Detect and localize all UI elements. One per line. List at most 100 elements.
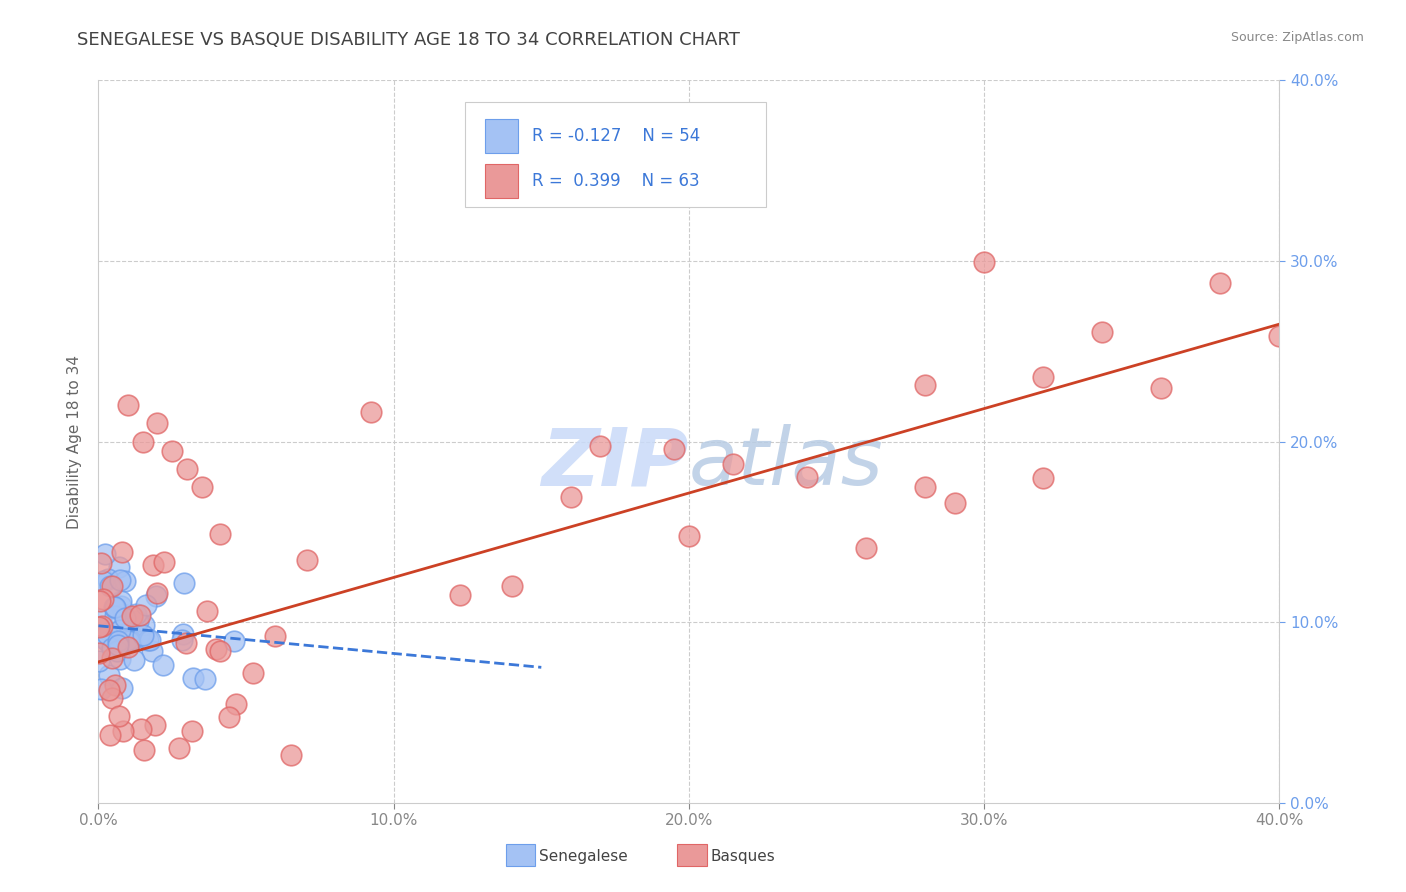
Point xyxy=(146,417,169,431)
Point xyxy=(114,615,136,630)
Point xyxy=(131,723,153,737)
Point xyxy=(209,527,232,541)
Point xyxy=(943,496,966,510)
Point xyxy=(222,634,245,648)
Point xyxy=(176,635,198,649)
Point xyxy=(142,558,165,572)
Point xyxy=(242,666,264,681)
Point xyxy=(110,599,132,613)
Point xyxy=(914,480,936,494)
Point xyxy=(1091,325,1114,339)
Point xyxy=(121,609,143,624)
Point xyxy=(181,723,204,738)
Point xyxy=(90,682,112,697)
Point xyxy=(110,594,132,608)
Point xyxy=(145,589,167,603)
Point xyxy=(360,405,382,419)
Point xyxy=(1150,380,1173,394)
Point xyxy=(135,598,157,612)
Point xyxy=(91,591,114,606)
Point xyxy=(89,654,111,668)
Point xyxy=(194,672,217,686)
Point xyxy=(205,641,228,656)
Point xyxy=(560,491,582,505)
Point xyxy=(139,633,162,648)
Point xyxy=(295,552,318,566)
Point xyxy=(94,548,117,562)
Bar xyxy=(678,844,707,865)
Text: Senegalese: Senegalese xyxy=(538,849,627,864)
Point xyxy=(98,682,121,697)
Bar xyxy=(485,163,517,198)
Point xyxy=(105,644,128,658)
Point xyxy=(973,255,995,269)
Point xyxy=(117,633,139,648)
Point xyxy=(449,589,471,603)
Point xyxy=(111,545,134,559)
Point xyxy=(152,658,174,673)
Point xyxy=(664,442,686,457)
Point xyxy=(128,607,150,622)
Point xyxy=(100,651,122,665)
Text: R =  0.399    N = 63: R = 0.399 N = 63 xyxy=(531,172,700,190)
Point xyxy=(146,586,169,600)
Point xyxy=(112,627,135,641)
Point xyxy=(96,627,118,641)
Point xyxy=(114,611,136,625)
Point xyxy=(218,710,240,724)
Point xyxy=(264,629,287,643)
Text: ZIP: ZIP xyxy=(541,425,689,502)
Point xyxy=(191,480,214,494)
Point xyxy=(107,633,129,648)
Point xyxy=(108,573,131,587)
Point xyxy=(280,747,302,762)
Text: atlas: atlas xyxy=(689,425,884,502)
Point xyxy=(1209,276,1232,290)
Point xyxy=(589,439,612,453)
Point xyxy=(90,631,112,645)
Point xyxy=(136,633,159,648)
Point xyxy=(723,457,745,471)
Point xyxy=(225,698,247,712)
Point xyxy=(111,681,134,695)
Point xyxy=(90,611,112,625)
Bar xyxy=(485,119,517,153)
Point xyxy=(1268,329,1291,343)
Point xyxy=(914,378,936,392)
Point xyxy=(132,628,155,642)
Point xyxy=(117,640,139,654)
Text: SENEGALESE VS BASQUE DISABILITY AGE 18 TO 34 CORRELATION CHART: SENEGALESE VS BASQUE DISABILITY AGE 18 T… xyxy=(77,31,740,49)
Point xyxy=(195,604,218,618)
Point xyxy=(103,600,125,615)
Point xyxy=(98,668,121,682)
Point xyxy=(100,640,122,655)
Point xyxy=(104,634,127,648)
Text: Source: ZipAtlas.com: Source: ZipAtlas.com xyxy=(1230,31,1364,45)
Point xyxy=(132,434,155,449)
Bar xyxy=(506,844,536,865)
Point xyxy=(796,470,818,484)
Point xyxy=(855,541,877,555)
Point xyxy=(103,608,125,623)
Point xyxy=(108,709,131,723)
Point xyxy=(108,560,131,574)
Text: R = -0.127    N = 54: R = -0.127 N = 54 xyxy=(531,127,700,145)
Point xyxy=(501,579,523,593)
Point xyxy=(98,579,121,593)
Point xyxy=(172,632,194,647)
Point xyxy=(172,627,194,641)
Point xyxy=(115,632,138,647)
Point xyxy=(153,555,176,569)
Point xyxy=(127,614,149,628)
Point xyxy=(104,600,127,615)
Point xyxy=(90,618,112,632)
Point xyxy=(100,728,122,742)
Point xyxy=(108,651,131,665)
FancyBboxPatch shape xyxy=(464,102,766,207)
Point xyxy=(89,594,111,608)
Y-axis label: Disability Age 18 to 34: Disability Age 18 to 34 xyxy=(67,354,83,529)
Point xyxy=(176,461,198,475)
Point xyxy=(117,398,139,412)
Point xyxy=(132,743,155,757)
Point xyxy=(120,634,142,648)
